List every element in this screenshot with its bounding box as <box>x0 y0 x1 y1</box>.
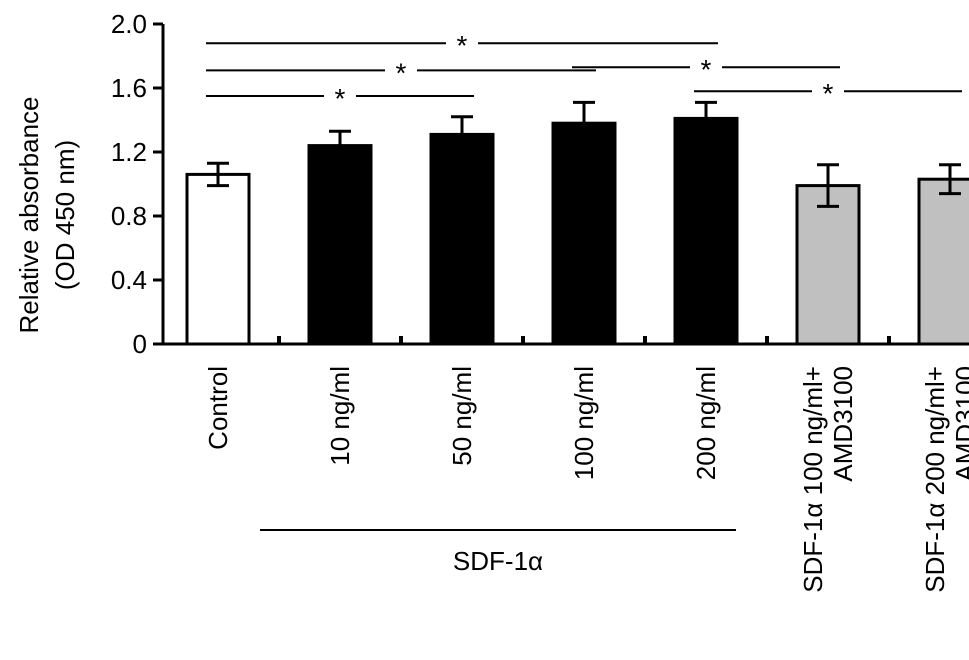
x-category-label: 50 ng/ml <box>447 366 477 466</box>
bar <box>795 184 861 346</box>
y-tick-label: 1.6 <box>111 73 147 103</box>
bar <box>673 116 739 346</box>
x-category-label: Control <box>203 366 233 450</box>
y-tick-label: 2.0 <box>111 9 147 39</box>
y-axis-label-line2: (OD 450 nm) <box>50 140 80 290</box>
bar <box>185 172 251 346</box>
x-category-label: AMD3100 <box>828 366 858 482</box>
x-category-label: 10 ng/ml <box>325 366 355 466</box>
x-category-label: SDF-1α 100 ng/ml+ <box>798 366 828 593</box>
significance-star: * <box>823 78 834 109</box>
x-category-label: 100 ng/ml <box>569 366 599 480</box>
plot-area: 0 0.4 0.8 1.2 1.6 2.0 Control 10 ng/ml 50 ng/ml 1… <box>111 9 969 593</box>
x-category-label: AMD3100 <box>950 366 969 482</box>
y-tick-label: 1.2 <box>111 137 147 167</box>
x-category-label: SDF-1α 200 ng/ml+ <box>920 366 950 593</box>
significance-star: * <box>396 57 407 88</box>
bar <box>551 121 617 346</box>
bar <box>307 144 373 346</box>
significance-star: * <box>701 54 712 85</box>
significance-star: * <box>457 30 468 61</box>
x-category-label: 200 ng/ml <box>691 366 721 480</box>
bar <box>917 177 969 346</box>
bar <box>429 132 495 346</box>
y-tick-label: 0.4 <box>111 265 147 295</box>
significance-star: * <box>335 83 346 114</box>
y-tick-label: 0.8 <box>111 201 147 231</box>
y-tick-label: 0 <box>133 329 147 359</box>
group-label: SDF-1α <box>453 546 543 576</box>
y-axis-label-line1: Relative absorbance <box>14 96 44 333</box>
